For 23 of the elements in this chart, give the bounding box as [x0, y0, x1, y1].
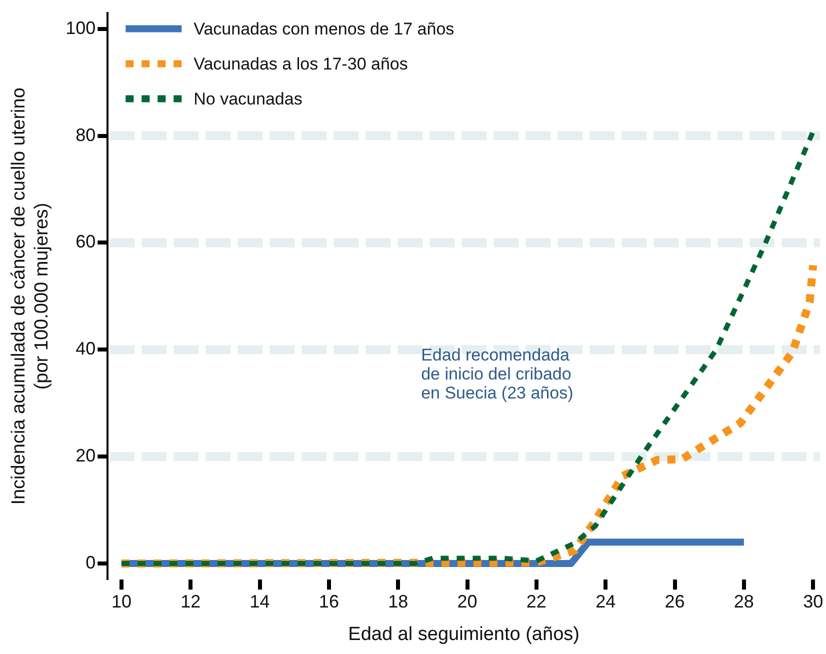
x-tick-label: 28: [734, 591, 754, 612]
x-tick-label: 20: [457, 591, 478, 612]
annotation: Edad recomendada de inicio del cribado en Suecia (23 años): [421, 345, 574, 402]
y-tick-label: 20: [76, 446, 96, 466]
legend-label: No vacunadas: [194, 89, 302, 108]
x-tick-label: 18: [388, 591, 408, 612]
y-tick-label: 100: [66, 18, 96, 38]
y-tick-label: 80: [76, 124, 96, 145]
x-tick-label: 30: [803, 591, 824, 612]
x-tick-label: 16: [318, 591, 339, 612]
legend-label: Vacunadas con menos de 17 años: [194, 19, 454, 38]
y-axis-title: Incidencia acumulada de cáncer de cuello uterino (por 100.000 mujeres): [8, 88, 52, 505]
x-tick-label: 10: [111, 591, 132, 612]
x-tick-label: 22: [526, 591, 546, 612]
x-tick-label: 26: [664, 591, 685, 612]
y-tick-label: 60: [76, 232, 96, 252]
x-tick-label: 24: [596, 591, 616, 612]
x-tick-label: 12: [180, 591, 201, 612]
legend-label: Vacunadas a los 17-30 años: [194, 54, 408, 74]
y-tick-label: 0: [86, 552, 96, 573]
x-tick-label: 14: [250, 591, 270, 612]
y-tick-label: 40: [76, 338, 96, 359]
x-axis-title: Edad al seguimiento (años): [348, 624, 580, 645]
